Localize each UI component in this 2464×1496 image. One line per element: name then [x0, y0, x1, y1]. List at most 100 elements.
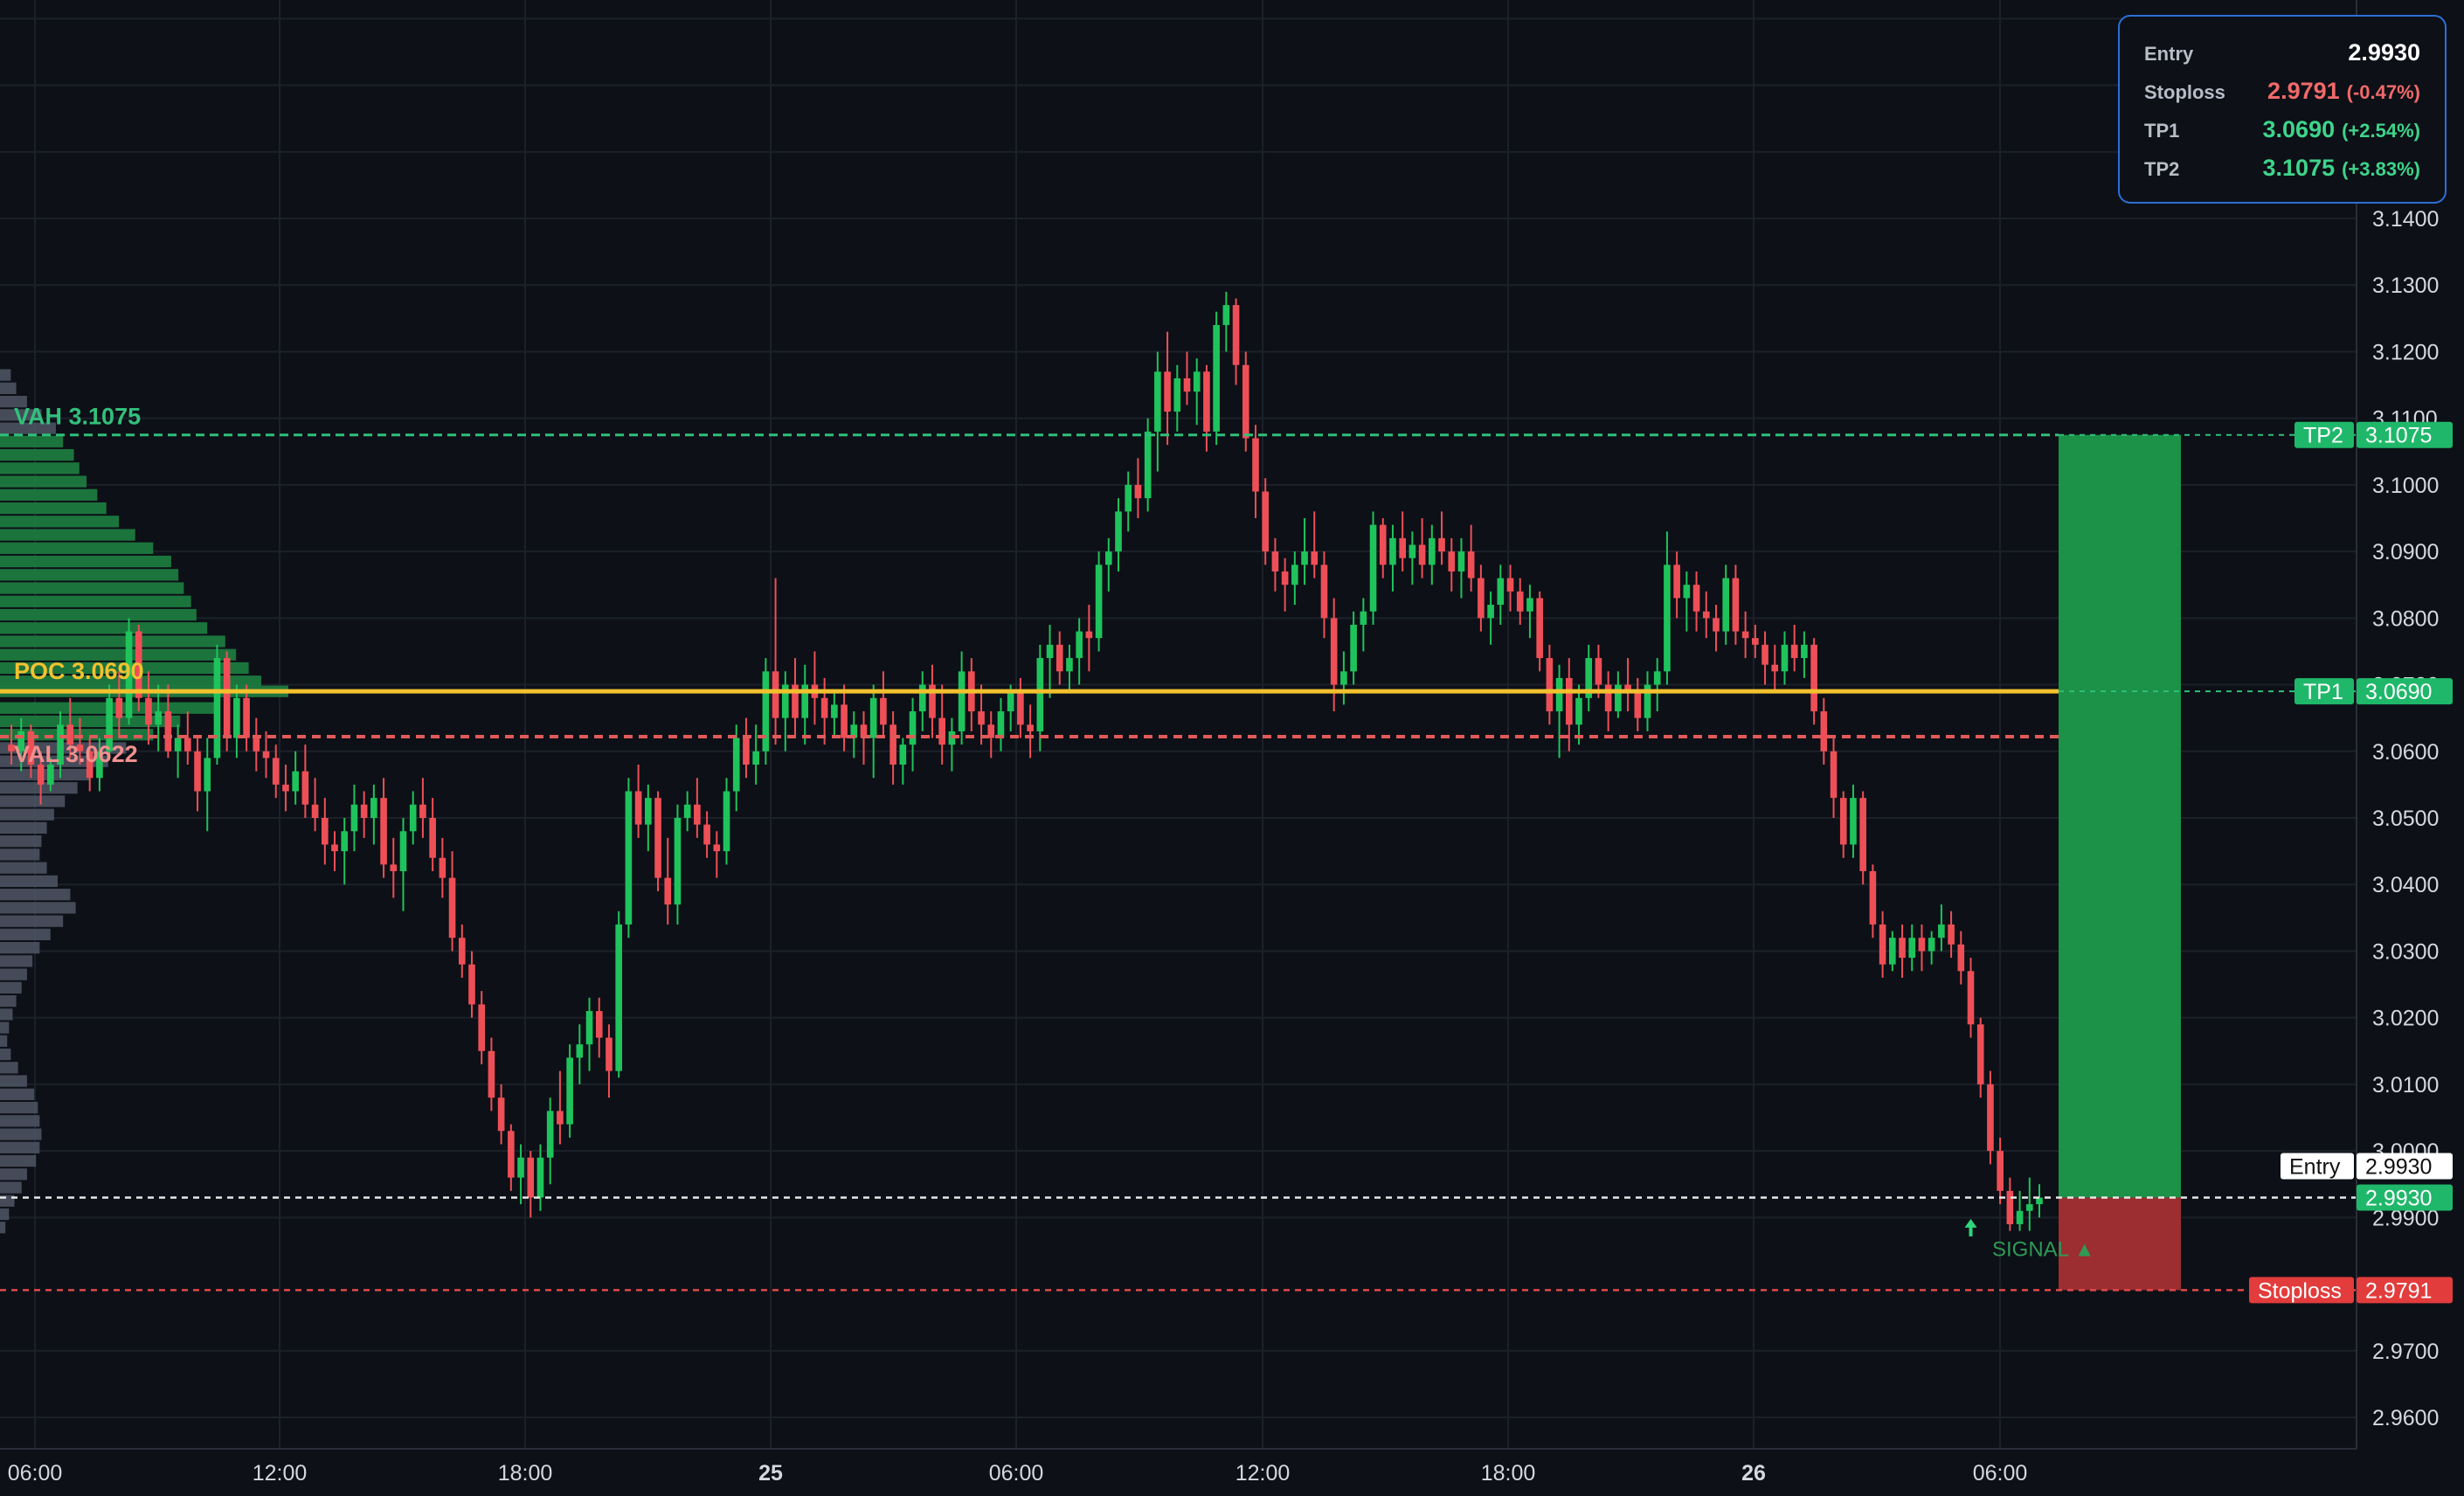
volume-profile-bar: [0, 875, 58, 888]
candle-body: [243, 697, 250, 738]
candle: [566, 1044, 573, 1138]
price-tick-label: 3.0500: [2372, 807, 2439, 831]
volume-profile-bar: [0, 475, 87, 488]
grid-lines: [0, 0, 2357, 1449]
candle: [1232, 298, 1240, 385]
volume-profile: [0, 369, 288, 1234]
candle: [1438, 511, 1445, 565]
candle-body: [1478, 578, 1485, 619]
candle: [135, 624, 142, 712]
candle: [1761, 631, 1768, 685]
info-label-entry: Entry: [2144, 43, 2194, 65]
info-pct-tp1: (+2.54%): [2342, 120, 2420, 142]
price-tick-label: 2.9600: [2372, 1406, 2439, 1430]
candle-body: [1673, 564, 1680, 599]
candle: [1664, 531, 1671, 685]
volume-profile-bar: [0, 821, 47, 835]
volume-profile-bar: [0, 808, 54, 821]
candle-body: [929, 684, 936, 718]
candle: [1193, 358, 1201, 426]
tp2-tag-text: TP2: [2303, 424, 2343, 448]
candle: [1252, 425, 1259, 518]
info-label-stoploss: Stoploss: [2144, 81, 2225, 103]
candle: [1879, 911, 1886, 978]
candle-body: [1115, 511, 1122, 552]
candle: [1066, 644, 1073, 692]
candle: [1526, 585, 1533, 639]
candle-body: [1056, 644, 1063, 672]
candle-body: [1976, 1024, 1984, 1084]
candle-body: [1732, 578, 1740, 632]
candle-body: [321, 818, 329, 845]
candle-body: [380, 798, 387, 865]
candle: [811, 651, 819, 725]
candle: [2016, 1190, 2024, 1231]
candle-body: [1771, 664, 1779, 672]
candle: [1781, 631, 1789, 685]
candle: [164, 684, 172, 758]
candle-body: [1281, 571, 1289, 585]
volume-profile-bar: [0, 715, 181, 728]
candle-body: [1076, 631, 1083, 659]
candle-body: [772, 671, 779, 718]
candle-body: [174, 738, 182, 751]
volume-profile-bar: [0, 942, 40, 954]
candle: [1027, 704, 1034, 758]
candle-body: [66, 724, 74, 745]
candle-body: [909, 711, 917, 745]
price-tick-label: 3.1200: [2372, 340, 2439, 364]
stoploss-tag: Stoploss: [2249, 1277, 2354, 1304]
candle-body: [1242, 364, 1249, 439]
candle-body: [448, 877, 456, 938]
candle-body: [595, 1011, 603, 1038]
volume-profile-bar: [0, 608, 197, 621]
candle: [1095, 551, 1103, 652]
candle-body: [1330, 618, 1338, 685]
candle: [370, 784, 377, 845]
candle-body: [8, 745, 15, 751]
volume-profile-bar: [0, 635, 225, 648]
candle: [792, 658, 799, 738]
candle-body: [1761, 644, 1768, 665]
signal-arrow: [1964, 1218, 1977, 1236]
candle-body: [1615, 684, 1622, 712]
candle: [1164, 331, 1171, 446]
candle-body: [1222, 305, 1230, 325]
candle: [899, 738, 907, 785]
candle-body: [311, 804, 319, 818]
volume-profile-bar: [0, 569, 179, 581]
price-tick-label: 3.0900: [2372, 540, 2439, 564]
candle-body: [997, 711, 1005, 738]
time-tick-label: 06:00: [1973, 1461, 2028, 1486]
candle: [1987, 1070, 1994, 1165]
candle-body: [743, 738, 750, 765]
candle-body: [17, 731, 25, 751]
candle-body: [1918, 938, 1926, 952]
candle: [1115, 498, 1122, 571]
candle-body: [1850, 798, 1857, 845]
candle-body: [615, 924, 622, 1071]
candle-body: [645, 798, 652, 825]
candle-body: [331, 844, 338, 852]
candle-body: [1164, 371, 1171, 412]
tp1-tag-text: TP1: [2303, 680, 2343, 704]
candle: [86, 738, 93, 792]
candle-body: [145, 697, 152, 725]
candle: [752, 724, 759, 785]
candle: [732, 724, 740, 812]
entry-tag-text: Entry: [2289, 1154, 2341, 1179]
candle-body: [282, 784, 289, 792]
candle-body: [1408, 544, 1416, 558]
candle-body: [1036, 658, 1044, 731]
candle: [321, 798, 329, 865]
candle: [497, 1084, 505, 1145]
candle-body: [820, 697, 828, 718]
candle-body: [1713, 618, 1720, 632]
candle: [576, 1024, 584, 1084]
candle: [1222, 291, 1230, 352]
tp1-tag: TP1: [2294, 678, 2354, 705]
candle: [645, 784, 652, 852]
candle: [1330, 598, 1338, 712]
